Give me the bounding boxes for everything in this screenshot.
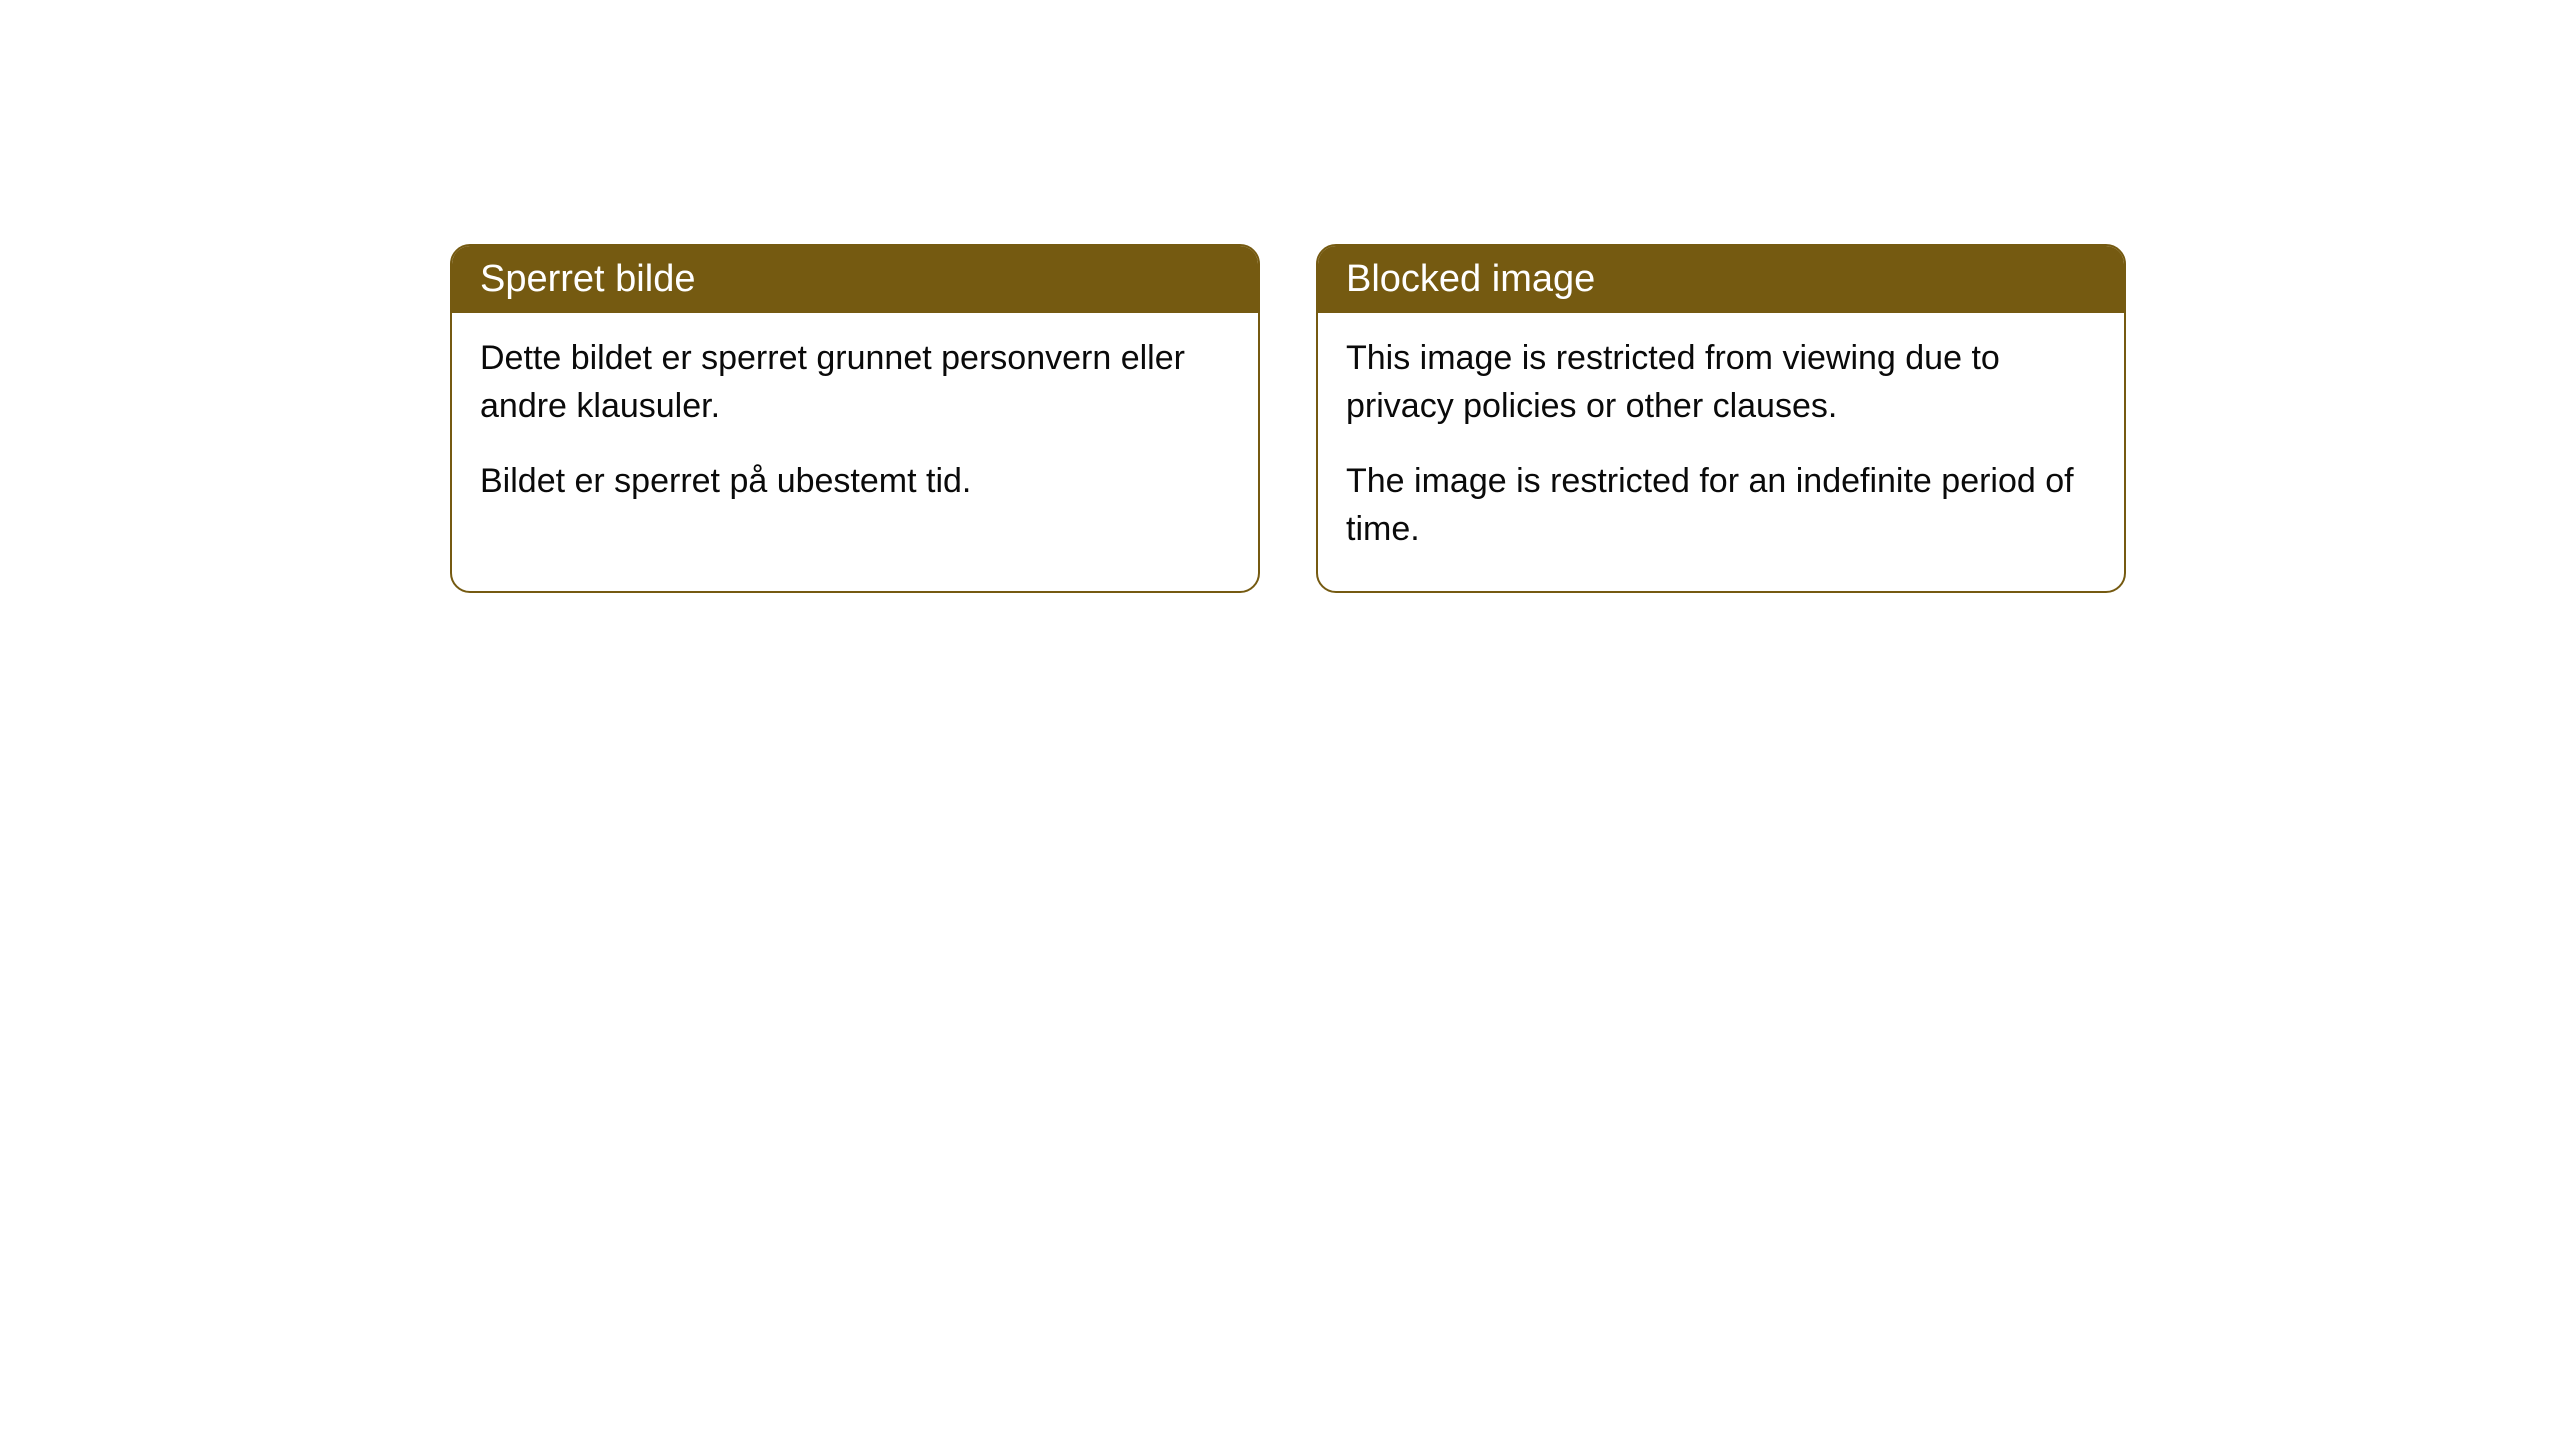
card-body: This image is restricted from viewing du… — [1318, 313, 2124, 591]
cards-container: Sperret bilde Dette bildet er sperret gr… — [0, 0, 2560, 593]
card-paragraph: The image is restricted for an indefinit… — [1346, 458, 2096, 553]
card-title: Blocked image — [1346, 258, 1595, 300]
card-paragraph: Dette bildet er sperret grunnet personve… — [480, 335, 1230, 430]
card-body: Dette bildet er sperret grunnet personve… — [452, 313, 1258, 544]
card-paragraph: Bildet er sperret på ubestemt tid. — [480, 458, 1230, 506]
card-paragraph: This image is restricted from viewing du… — [1346, 335, 2096, 430]
card-header: Blocked image — [1318, 246, 2124, 313]
blocked-image-card-norwegian: Sperret bilde Dette bildet er sperret gr… — [450, 244, 1260, 593]
card-title: Sperret bilde — [480, 258, 695, 300]
blocked-image-card-english: Blocked image This image is restricted f… — [1316, 244, 2126, 593]
card-header: Sperret bilde — [452, 246, 1258, 313]
